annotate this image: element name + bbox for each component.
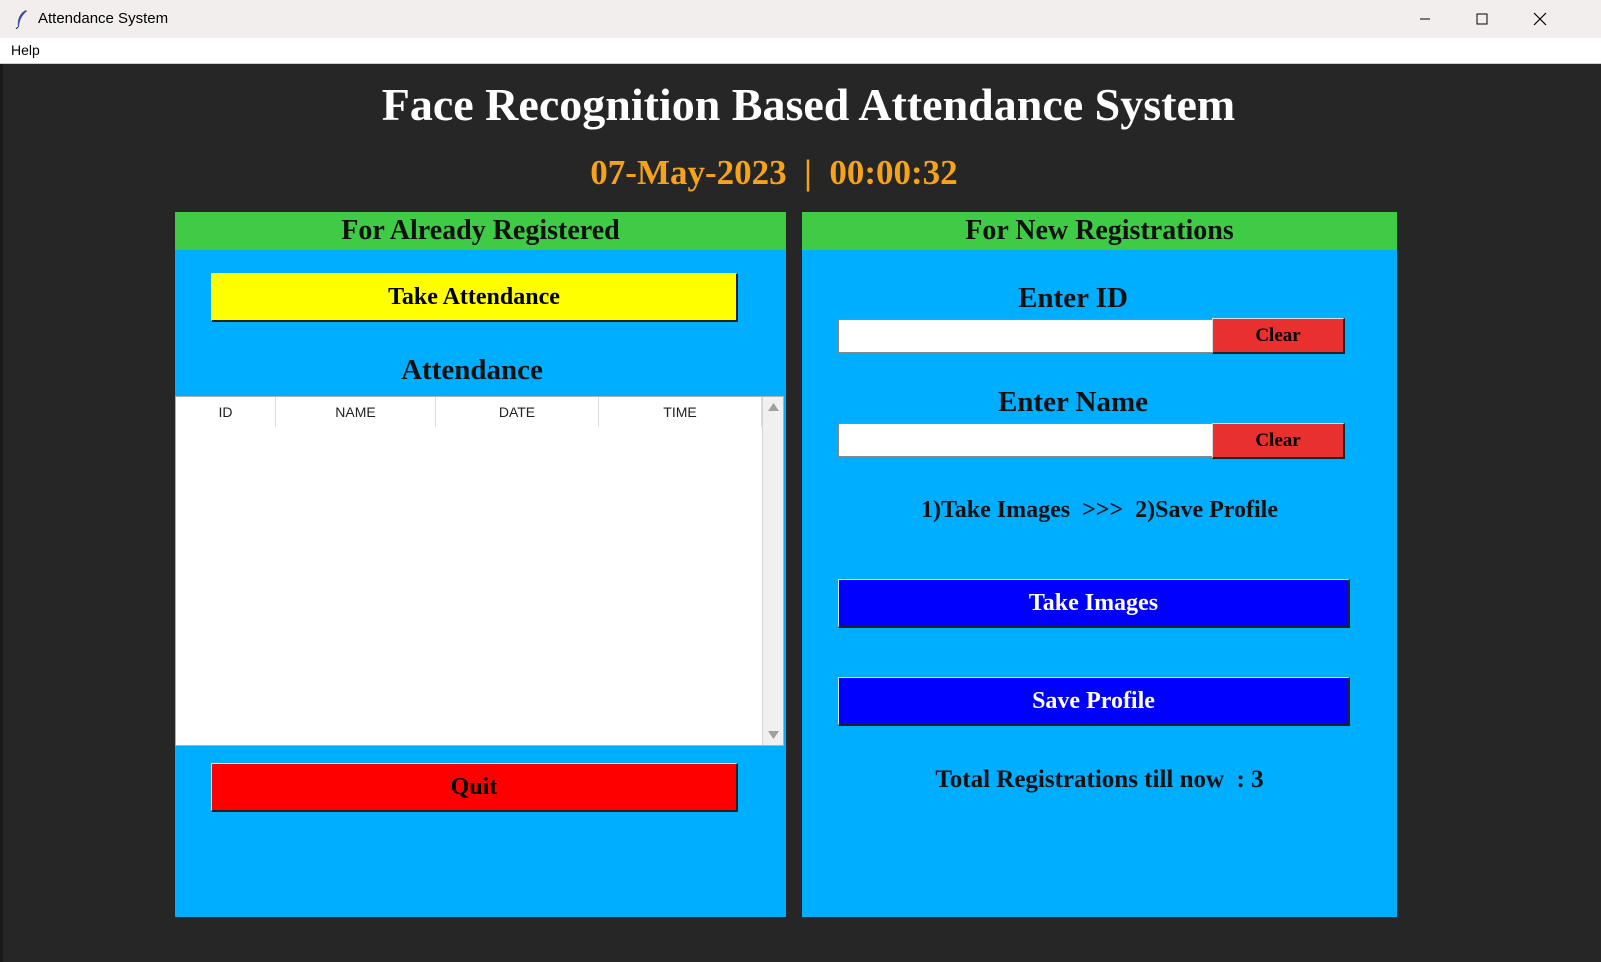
window-title: Attendance System: [38, 10, 169, 27]
close-window-button[interactable]: [1511, 0, 1569, 38]
date-text: 07-May-2023: [590, 153, 787, 192]
instructions-text: 1)Take Images >>> 2)Save Profile: [921, 497, 1278, 523]
maximize-button[interactable]: [1453, 0, 1511, 38]
new-registrations-panel: For New Registrations Enter ID Clear Ent…: [802, 212, 1397, 917]
maximize-icon: [1476, 13, 1488, 25]
close-icon: [1533, 12, 1547, 26]
attendance-table[interactable]: ID NAME DATE TIME: [175, 396, 784, 746]
minimize-button[interactable]: [1396, 0, 1454, 38]
column-header-name[interactable]: NAME: [276, 397, 436, 427]
enter-id-label: Enter ID: [1018, 282, 1128, 314]
attendance-heading: Attendance: [401, 354, 543, 386]
table-scrollbar[interactable]: [762, 397, 783, 745]
total-registrations-text: Total Registrations till now : 3: [935, 766, 1264, 793]
page-title: Face Recognition Based Attendance System: [381, 79, 1236, 130]
datetime-display: 07-May-2023 | 00:00:32: [0, 153, 1548, 193]
menu-help[interactable]: Help: [11, 42, 40, 58]
take-images-button[interactable]: Take Images: [838, 579, 1350, 628]
minimize-icon: [1420, 18, 1430, 20]
window-edge: [0, 64, 3, 962]
menubar: Help: [0, 38, 1601, 64]
save-profile-button[interactable]: Save Profile: [838, 677, 1350, 726]
feather-icon: [15, 10, 27, 29]
enter-name-label: Enter Name: [997, 386, 1149, 418]
name-input[interactable]: [838, 423, 1213, 457]
registered-panel-header: For Already Registered: [175, 212, 786, 250]
new-registrations-header: For New Registrations: [802, 212, 1397, 250]
window-titlebar: Attendance System: [0, 0, 1601, 38]
datetime-separator: |: [804, 153, 812, 192]
clear-id-button[interactable]: Clear: [1212, 318, 1345, 354]
id-input[interactable]: [838, 319, 1213, 353]
scroll-down-icon[interactable]: [768, 731, 779, 739]
quit-button[interactable]: Quit: [211, 763, 738, 812]
registered-panel: For Already Registered Take Attendance A…: [175, 212, 786, 917]
clear-name-button[interactable]: Clear: [1212, 423, 1345, 459]
column-header-id[interactable]: ID: [176, 397, 276, 427]
take-attendance-button[interactable]: Take Attendance: [211, 273, 738, 322]
column-header-time[interactable]: TIME: [599, 397, 762, 427]
time-text: 00:00:32: [829, 153, 958, 192]
scroll-up-icon[interactable]: [768, 403, 779, 411]
column-header-date[interactable]: DATE: [436, 397, 599, 427]
